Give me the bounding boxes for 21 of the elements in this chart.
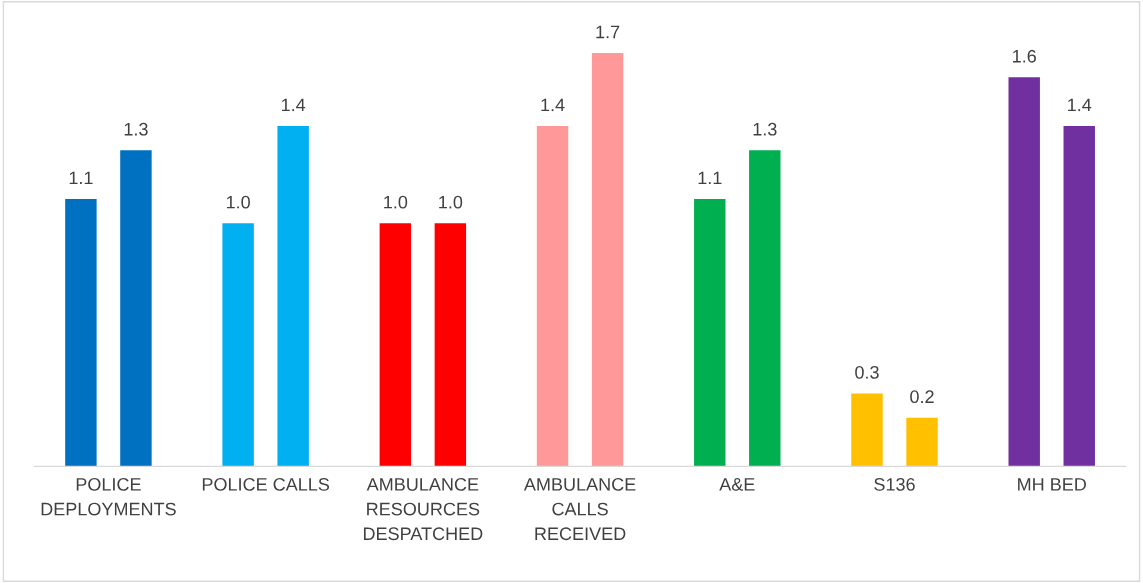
x-tick-label: AMBULANCE RESOURCES DESPATCHED <box>363 477 483 541</box>
x-tick-label: AMBULANCE CALLS RECEIVED <box>523 477 636 541</box>
data-label: 1.3 <box>753 122 777 136</box>
data-label: 1.3 <box>124 122 148 136</box>
data-label: 1.0 <box>439 195 463 209</box>
x-tick-label: POLICE DEPLOYMENTS <box>41 477 176 516</box>
data-label: 1.0 <box>384 195 408 209</box>
data-label: 1.1 <box>698 171 722 185</box>
data-label: 1.4 <box>281 98 306 112</box>
x-tick-label: POLICE CALLS <box>202 477 330 491</box>
data-label: 0.2 <box>910 390 934 404</box>
data-label: 0.3 <box>855 365 879 379</box>
data-label: 1.6 <box>1013 49 1036 63</box>
data-label: 1.1 <box>69 171 93 185</box>
data-label: 1.4 <box>1068 98 1092 112</box>
x-tick-label: A&E <box>719 478 755 491</box>
data-label: 1.4 <box>541 98 565 112</box>
data-label: 1.7 <box>596 25 620 39</box>
data-label: 1.0 <box>226 195 250 209</box>
x-tick-label: S136 <box>874 477 915 491</box>
x-tick-label: MH BED <box>1018 478 1086 491</box>
